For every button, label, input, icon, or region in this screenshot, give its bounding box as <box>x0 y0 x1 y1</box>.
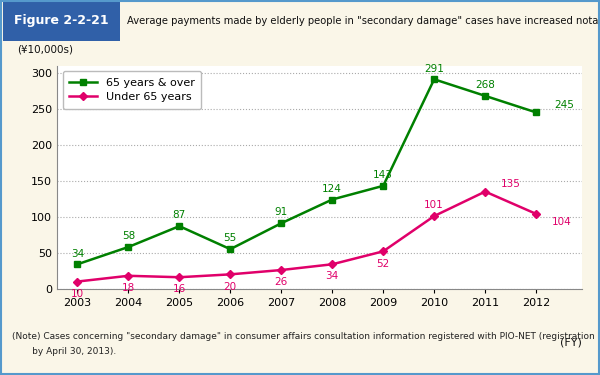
Text: 104: 104 <box>551 217 571 227</box>
Text: 16: 16 <box>173 284 186 294</box>
Text: (Note) Cases concerning "secondary damage" in consumer affairs consultation info: (Note) Cases concerning "secondary damag… <box>12 332 595 341</box>
Under 65 years <box>227 272 234 277</box>
Text: 34: 34 <box>326 272 339 282</box>
Text: 34: 34 <box>71 249 84 258</box>
Line: 65 years & over: 65 years & over <box>74 76 539 268</box>
Text: 268: 268 <box>475 80 495 90</box>
Under 65 years <box>482 189 489 194</box>
65 years & over <box>329 197 336 202</box>
65 years & over <box>74 262 81 267</box>
Text: 26: 26 <box>275 277 288 287</box>
Text: 135: 135 <box>500 179 520 189</box>
Text: 143: 143 <box>373 170 393 180</box>
65 years & over <box>278 221 285 225</box>
Text: (¥10,000s): (¥10,000s) <box>17 45 74 54</box>
Under 65 years <box>533 211 540 216</box>
Under 65 years <box>74 279 81 284</box>
Text: 18: 18 <box>122 283 135 293</box>
Text: Figure 2-2-21: Figure 2-2-21 <box>14 14 109 27</box>
Text: 87: 87 <box>173 210 186 220</box>
Line: Under 65 years: Under 65 years <box>74 189 539 285</box>
Text: 91: 91 <box>275 207 288 218</box>
Under 65 years <box>380 249 387 254</box>
65 years & over <box>176 224 183 228</box>
65 years & over <box>380 184 387 188</box>
FancyBboxPatch shape <box>3 2 120 41</box>
65 years & over <box>125 245 132 249</box>
Text: 20: 20 <box>224 282 237 291</box>
Legend: 65 years & over, Under 65 years: 65 years & over, Under 65 years <box>62 71 202 109</box>
Under 65 years <box>431 214 438 218</box>
Under 65 years <box>176 275 183 279</box>
Text: by April 30, 2013).: by April 30, 2013). <box>12 347 116 356</box>
Text: 58: 58 <box>122 231 135 241</box>
65 years & over <box>431 77 438 81</box>
Text: 291: 291 <box>424 63 444 74</box>
Under 65 years <box>125 273 132 278</box>
Under 65 years <box>278 268 285 272</box>
Under 65 years <box>329 262 336 267</box>
Text: 245: 245 <box>554 99 574 109</box>
Text: 52: 52 <box>377 258 390 268</box>
Text: (FY): (FY) <box>560 338 582 348</box>
Text: 10: 10 <box>71 289 84 299</box>
Text: 55: 55 <box>224 233 237 243</box>
Text: 124: 124 <box>322 184 342 194</box>
Text: 101: 101 <box>424 200 444 210</box>
Text: Average payments made by elderly people in "secondary damage" cases have increas: Average payments made by elderly people … <box>127 16 600 26</box>
65 years & over <box>482 94 489 98</box>
65 years & over <box>533 110 540 115</box>
65 years & over <box>227 247 234 251</box>
